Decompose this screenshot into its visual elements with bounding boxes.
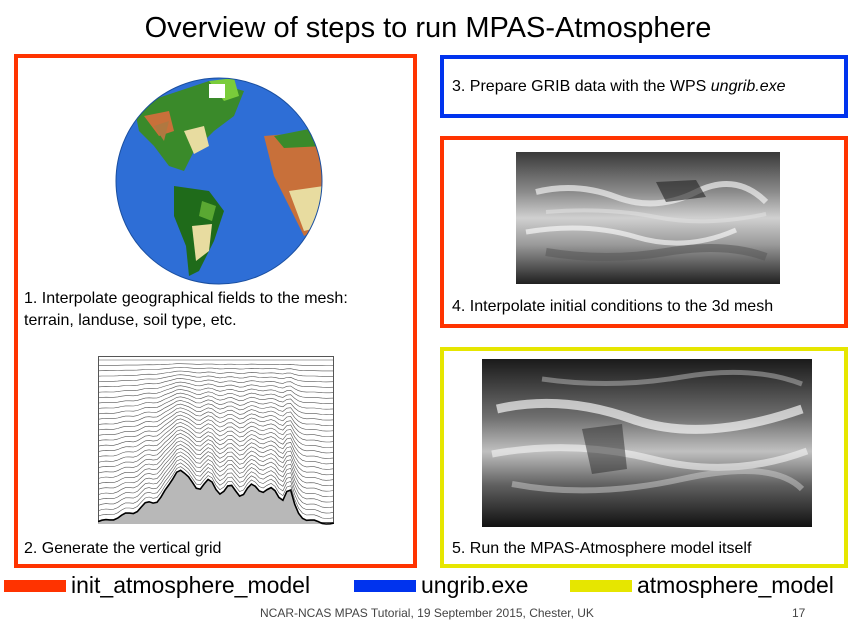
grid-level-line (98, 447, 334, 492)
grid-level-line (98, 407, 334, 432)
grid-level-line (98, 392, 334, 410)
grid-level-line (98, 414, 334, 443)
slide-title: Overview of steps to run MPAS-Atmosphere (144, 12, 712, 44)
legend-swatch-atmosphere-model (570, 580, 632, 592)
grid-level-line (98, 367, 334, 372)
initial-conditions-map-image (516, 152, 780, 284)
grid-level-line (98, 403, 334, 426)
step3-caption: 3. Prepare GRIB data with the WPS ungrib… (452, 76, 786, 98)
grid-level-line (98, 389, 334, 404)
grid-level-line (98, 378, 334, 388)
grid-level-line (98, 425, 334, 459)
footer-text: NCAR-NCAS MPAS Tutorial, 19 September 20… (260, 606, 594, 620)
grid-level-line (98, 396, 334, 416)
ungrib-box (440, 55, 848, 118)
step4-caption: 4. Interpolate initial conditions to the… (452, 298, 774, 315)
legend-label-ungrib: ungrib.exe (421, 572, 529, 598)
init-atmosphere-box (14, 54, 417, 568)
step1-line2: terrain, landuse, soil type, etc. (24, 312, 237, 329)
page-number: 17 (792, 606, 806, 620)
grid-level-line (98, 422, 334, 454)
globe-landuse-image (115, 77, 323, 285)
legend-swatch-ungrib (354, 580, 416, 592)
step1-caption: 1. Interpolate geographical fields to th… (24, 288, 414, 332)
grid-level-line (98, 462, 334, 514)
grid-level-line (98, 418, 334, 448)
grid-level-line (98, 436, 334, 476)
vertical-grid-image (98, 356, 334, 525)
legend-swatch-init-atmosphere-model (4, 580, 66, 592)
grid-level-line (98, 455, 334, 503)
grid-level-line (98, 385, 334, 399)
step2-caption: 2. Generate the vertical grid (24, 540, 222, 557)
step1-line1: 1. Interpolate geographical fields to th… (24, 290, 348, 307)
grid-level-line (98, 381, 334, 394)
terrain-fill (98, 470, 334, 524)
grid-level-line (98, 466, 334, 519)
grid-level-line (98, 458, 334, 508)
grid-level-line (98, 400, 334, 421)
model-run-map-image (482, 359, 812, 527)
grid-level-line (98, 363, 334, 366)
grid-level-line (98, 374, 334, 383)
grid-level-line (98, 370, 334, 377)
grid-level-line (98, 433, 334, 470)
atmosphere-model-box (440, 347, 848, 568)
grid-level-line (98, 411, 334, 437)
grid-level-line (98, 440, 334, 481)
grid-level-line (98, 429, 334, 465)
terrain-line (98, 469, 334, 525)
grid-level-line (98, 444, 334, 487)
grid-level-line (98, 451, 334, 498)
legend-label-atmosphere-model: atmosphere_model (637, 572, 834, 598)
step3-program-name: ungrib.exe (710, 78, 786, 95)
step5-caption: 5. Run the MPAS-Atmosphere model itself (452, 540, 752, 557)
init-conditions-box (440, 136, 848, 328)
legend-label-init-atmosphere-model: init_atmosphere_model (71, 572, 311, 598)
step3-text: 3. Prepare GRIB data with the WPS (452, 78, 711, 95)
